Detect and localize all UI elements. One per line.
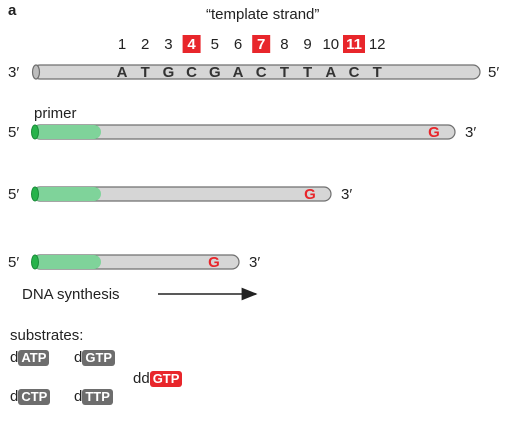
substrate-badge: CTP (18, 389, 51, 405)
primer-segment (33, 125, 101, 139)
template-base: A (233, 64, 244, 81)
position-number: 10 (322, 36, 339, 53)
primer-5prime-cap (31, 124, 39, 140)
position-number: 8 (280, 36, 288, 53)
strand-3prime-label: 3′ (465, 124, 476, 141)
terminator-badge: GTP (149, 371, 183, 387)
position-highlight (343, 35, 365, 53)
substrate-prefix: d (74, 349, 83, 366)
position-number: 6 (234, 36, 242, 53)
primer-label: primer (34, 105, 77, 122)
template-base: G (209, 64, 221, 81)
position-highlight (252, 35, 271, 53)
position-number: 1 (118, 36, 126, 53)
template-base: T (280, 64, 289, 81)
position-highlight (182, 35, 201, 53)
template-base: T (303, 64, 312, 81)
terminator-ddgtp: dd GTP (133, 370, 183, 388)
strand-5prime-label: 5′ (8, 124, 19, 141)
template-3prime-label: 3′ (8, 64, 19, 81)
substrate-badge: TTP (82, 389, 113, 405)
primer-5prime-cap (31, 186, 39, 202)
template-base: C (186, 64, 197, 81)
substrate-badge: GTP (82, 350, 116, 366)
template-base: T (373, 64, 382, 81)
dna-synthesis-label: DNA synthesis (22, 286, 120, 303)
template-strand-title: “template strand” (206, 6, 320, 23)
position-number: 11 (346, 36, 362, 53)
position-number: 3 (164, 36, 172, 53)
substrate-prefix: d (74, 388, 83, 405)
substrate-dctp: d CTP (10, 388, 51, 406)
template-base: A (117, 64, 128, 81)
template-base: C (349, 64, 360, 81)
substrate-badge: ATP (18, 350, 50, 366)
substrate-dttp: d TTP (74, 388, 113, 406)
position-number: 9 (303, 36, 311, 53)
position-number: 4 (187, 36, 196, 53)
strand-3prime-label: 3′ (249, 254, 260, 271)
substrate-prefix: d (10, 349, 19, 366)
primer-5prime-cap (31, 254, 39, 270)
substrate-datp: d ATP (10, 349, 50, 367)
substrate-dgtp: d GTP (74, 349, 116, 367)
strand-3prime-label: 3′ (341, 186, 352, 203)
terminal-ddg-base: G (208, 254, 220, 271)
substrates-title: substrates: (10, 327, 84, 344)
template-base: G (163, 64, 175, 81)
terminal-ddg-base: G (304, 186, 316, 203)
template-base: A (325, 64, 336, 81)
position-number: 7 (257, 36, 265, 53)
strand-5prime-label: 5′ (8, 186, 19, 203)
position-number: 5 (211, 36, 219, 53)
panel-label: a (8, 2, 17, 19)
position-number: 12 (369, 36, 386, 53)
template-base: C (256, 64, 267, 81)
terminal-ddg-base: G (428, 124, 440, 141)
template-base: T (141, 64, 150, 81)
strand-5prime-label: 5′ (8, 254, 19, 271)
position-number: 2 (141, 36, 149, 53)
template-5prime-label: 5′ (488, 64, 499, 81)
terminator-prefix: dd (133, 370, 150, 387)
template-left-cap (31, 64, 41, 80)
substrate-prefix: d (10, 388, 19, 405)
primer-segment (33, 187, 101, 201)
primer-segment (33, 255, 101, 269)
